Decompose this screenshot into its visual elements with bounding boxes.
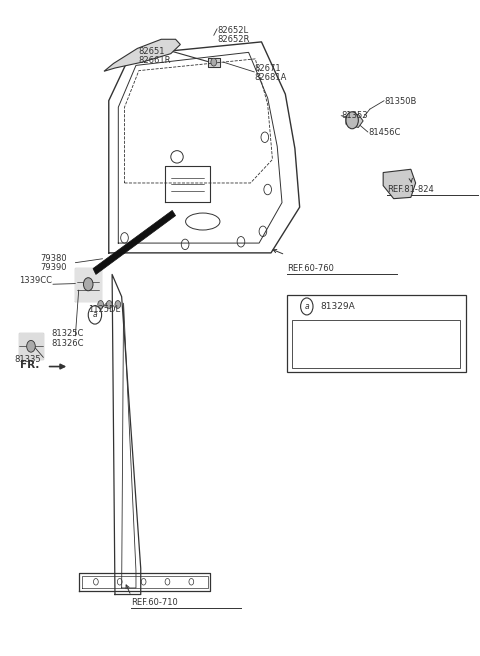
Circle shape	[346, 112, 359, 129]
Polygon shape	[383, 169, 416, 199]
Text: 1339CC: 1339CC	[20, 276, 52, 285]
Text: 81350B: 81350B	[384, 98, 417, 106]
Text: 81353: 81353	[341, 112, 368, 120]
Circle shape	[107, 300, 112, 308]
Text: 82652R: 82652R	[217, 35, 250, 44]
Text: 82671: 82671	[254, 64, 281, 73]
Circle shape	[84, 277, 93, 291]
Text: FR.: FR.	[20, 359, 39, 369]
Polygon shape	[207, 58, 220, 67]
Text: a: a	[93, 310, 97, 319]
Text: 81326C: 81326C	[51, 338, 84, 348]
Text: 82681A: 82681A	[254, 73, 287, 81]
Circle shape	[211, 58, 216, 66]
Polygon shape	[75, 268, 101, 300]
Text: 82652L: 82652L	[217, 26, 248, 35]
Text: 1125DL: 1125DL	[88, 305, 120, 314]
Circle shape	[98, 300, 104, 308]
Text: 79380: 79380	[40, 255, 67, 263]
Text: 82661R: 82661R	[139, 56, 171, 65]
Text: 81325C: 81325C	[51, 329, 84, 338]
Circle shape	[88, 306, 102, 324]
Polygon shape	[346, 114, 363, 127]
Text: REF.60-760: REF.60-760	[287, 264, 334, 273]
Text: a: a	[304, 302, 309, 311]
Text: 81329A: 81329A	[320, 302, 355, 311]
Text: REF.81-824: REF.81-824	[387, 185, 434, 194]
Text: 82651: 82651	[139, 47, 165, 56]
Polygon shape	[19, 333, 43, 359]
Polygon shape	[104, 39, 180, 72]
Circle shape	[115, 300, 120, 308]
Circle shape	[300, 298, 313, 315]
Text: 81456C: 81456C	[368, 127, 400, 136]
Polygon shape	[93, 211, 176, 274]
Circle shape	[27, 340, 35, 352]
Text: 81335: 81335	[15, 355, 41, 364]
Text: REF.60-710: REF.60-710	[131, 598, 178, 607]
FancyBboxPatch shape	[287, 295, 466, 373]
Text: 79390: 79390	[40, 264, 67, 272]
